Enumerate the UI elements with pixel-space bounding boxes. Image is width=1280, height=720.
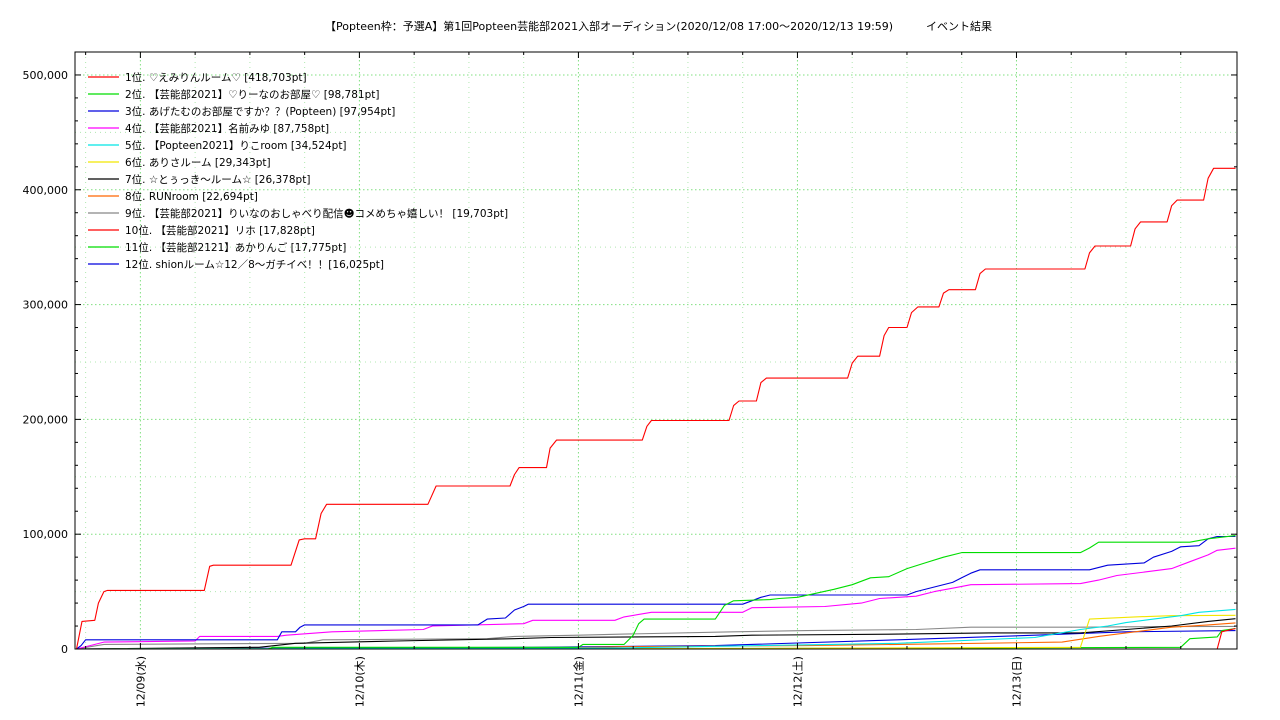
x-tick-label: 12/13(日) — [1010, 656, 1023, 707]
series-lines — [75, 167, 1236, 650]
legend-entry-6: 6位. ありさルーム [29,343pt] — [125, 156, 271, 169]
chart-title-suffix: イベント結果 — [926, 19, 992, 33]
legend-entry-2: 2位. 【芸能部2021】♡りーなのお部屋♡ [98,781pt] — [125, 88, 379, 101]
chart-title: 【Popteen枠：予選A】第1回Popteen芸能部2021入部オーディション… — [325, 19, 893, 33]
series-line-2 — [76, 535, 1236, 650]
x-tick-label: 12/11(金) — [571, 656, 585, 707]
y-tick-label: 300,000 — [23, 299, 69, 312]
series-line-9 — [76, 625, 1236, 650]
legend-entry-12: 12位. shionルーム☆12／8〜ガチイベ！！[16,025pt] — [125, 258, 384, 271]
series-line-6 — [76, 614, 1236, 650]
x-tick-label: 12/10(木) — [353, 656, 366, 707]
legend-entry-3: 3位. あげたむのお部屋ですか？？(Popteen) [97,954pt] — [125, 105, 395, 118]
y-tick-label: 0 — [61, 643, 68, 656]
legend-entry-11: 11位. 【芸能部2121】あかりんご [17,775pt] — [125, 241, 346, 254]
legend-entry-8: 8位. RUNroom [22,694pt] — [125, 190, 258, 203]
y-tick-label: 200,000 — [23, 413, 69, 426]
legend: 1位. ♡えみりんルーム♡ [418,703pt] 2位. 【芸能部2021】♡り… — [88, 71, 508, 271]
series-line-7 — [76, 618, 1236, 650]
axis-ticks: 0 100,000 200,000 300,000 400,000 500,000 12/0… — [23, 52, 1237, 707]
legend-entry-9: 9位. 【芸能部2021】りいなのおしゃべり配信☻コメめちゃ嬉しい！ [19,7… — [125, 207, 508, 220]
series-line-5 — [76, 608, 1236, 650]
y-tick-label: 400,000 — [23, 184, 69, 197]
series-line-8 — [76, 622, 1236, 650]
y-tick-label: 100,000 — [23, 528, 69, 541]
legend-entry-4: 4位. 【芸能部2021】名前みゆ [87,758pt] — [125, 122, 329, 135]
legend-entry-5: 5位. 【Popteen2021】りこroom [34,524pt] — [125, 139, 347, 152]
series-line-4 — [76, 547, 1236, 650]
legend-entry-7: 7位. ☆とぅっき〜ルーム☆ [26,378pt] — [125, 173, 310, 186]
legend-entry-10: 10位. 【芸能部2021】リホ [17,828pt] — [125, 224, 315, 237]
series-line-1 — [75, 167, 1236, 650]
grid — [75, 52, 1237, 649]
series-line-3 — [76, 535, 1236, 650]
legend-entry-1: 1位. ♡えみりんルーム♡ [418,703pt] — [125, 71, 307, 84]
x-tick-label: 12/12(土) — [791, 656, 804, 707]
x-tick-label: 12/09(水) — [134, 656, 147, 707]
y-tick-label: 500,000 — [23, 69, 69, 82]
